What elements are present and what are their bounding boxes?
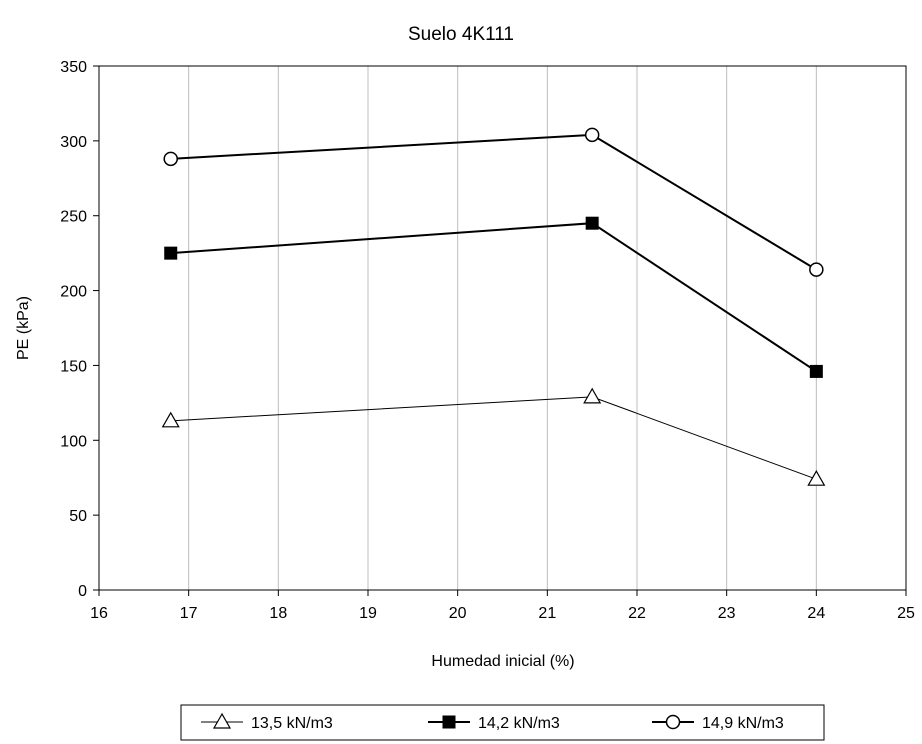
x-axis-label: Humedad inicial (%): [431, 653, 574, 670]
x-tick-label: 24: [807, 605, 825, 622]
series-line: [171, 397, 817, 479]
y-axis-label: PE (kPa): [15, 296, 32, 360]
y-tick-label: 350: [60, 59, 87, 76]
plot-area: [99, 66, 906, 590]
marker-circle: [810, 263, 823, 276]
marker-circle: [586, 128, 599, 141]
x-axis: 16 17 18 19 20 21 22 23 24 25: [90, 590, 915, 622]
gridlines: [189, 66, 817, 590]
y-tick-label: 300: [60, 134, 87, 151]
marker-triangle: [163, 413, 179, 427]
y-tick-label: 100: [60, 433, 87, 450]
y-tick-label: 250: [60, 209, 87, 226]
chart-title: Suelo 4K111: [408, 24, 514, 45]
legend: 13,5 kN/m3 14,2 kN/m3 14,9 kN/m3: [181, 705, 824, 740]
x-tick-label: 22: [628, 605, 646, 622]
legend-label: 13,5 kN/m3: [251, 715, 333, 732]
series-3: [164, 128, 823, 276]
legend-label: 14,2 kN/m3: [478, 715, 560, 732]
x-tick-label: 23: [718, 605, 736, 622]
marker-triangle: [584, 389, 600, 403]
marker-square: [164, 247, 177, 260]
y-tick-label: 0: [78, 583, 87, 600]
marker-circle: [667, 716, 680, 729]
x-tick-label: 19: [359, 605, 377, 622]
marker-square: [586, 217, 599, 230]
x-tick-label: 17: [180, 605, 198, 622]
x-tick-label: 21: [538, 605, 556, 622]
x-tick-label: 16: [90, 605, 108, 622]
y-tick-label: 150: [60, 358, 87, 375]
x-tick-label: 18: [269, 605, 287, 622]
series-line: [171, 223, 817, 371]
marker-triangle: [808, 471, 824, 485]
y-tick-label: 200: [60, 284, 87, 301]
marker-circle: [164, 152, 177, 165]
y-axis: 0 50 100 150 200 250 300 350: [60, 59, 99, 600]
marker-square: [443, 716, 456, 729]
x-tick-label: 25: [897, 605, 915, 622]
x-tick-label: 20: [449, 605, 467, 622]
y-tick-label: 50: [69, 508, 87, 525]
legend-label: 14,9 kN/m3: [702, 715, 784, 732]
series-2: [164, 217, 823, 378]
series-line: [171, 135, 817, 270]
series-group: [163, 128, 825, 485]
series-1: [163, 389, 825, 485]
marker-square: [810, 365, 823, 378]
